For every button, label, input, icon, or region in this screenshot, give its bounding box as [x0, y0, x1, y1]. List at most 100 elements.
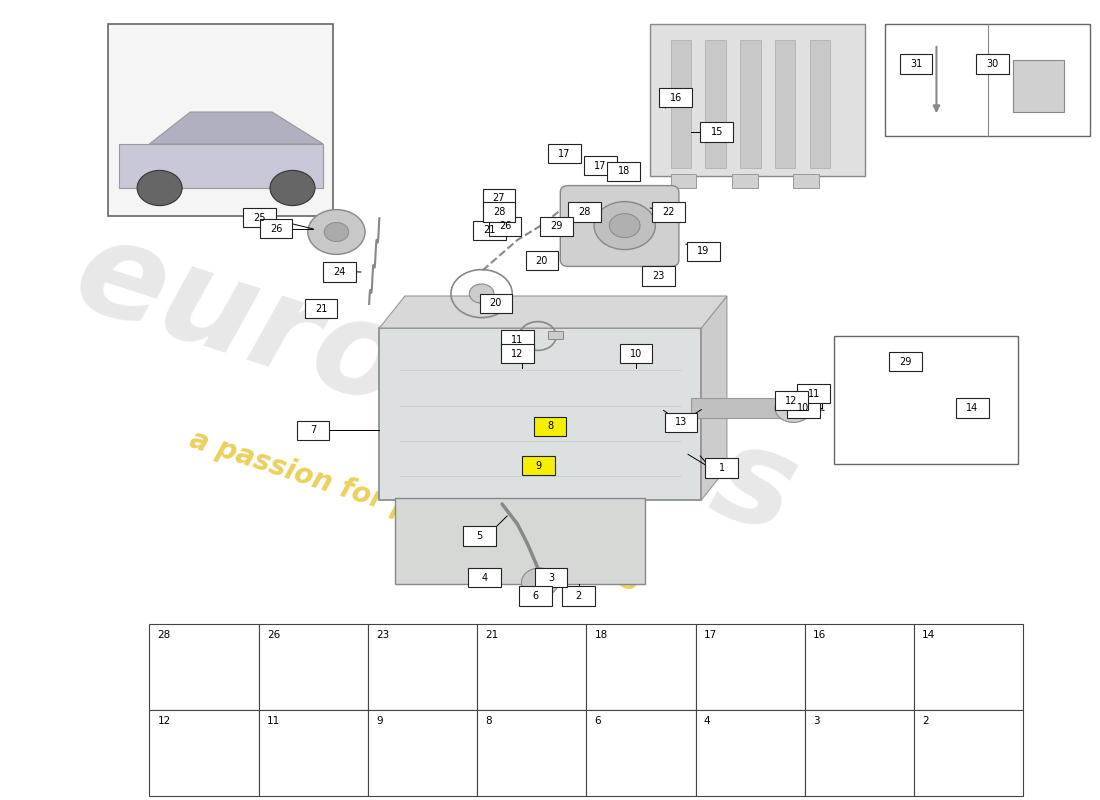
Polygon shape	[379, 296, 727, 328]
Bar	[695, 710, 805, 796]
Bar	[914, 624, 1023, 710]
Text: 18: 18	[594, 630, 608, 640]
Circle shape	[776, 394, 812, 422]
FancyBboxPatch shape	[480, 294, 513, 313]
Bar	[477, 624, 586, 710]
FancyBboxPatch shape	[900, 54, 933, 74]
Circle shape	[324, 222, 349, 242]
Text: 4: 4	[482, 573, 487, 582]
FancyBboxPatch shape	[788, 398, 820, 418]
Bar	[258, 710, 367, 796]
Bar	[367, 710, 477, 796]
Circle shape	[609, 214, 640, 238]
Text: 30: 30	[987, 59, 999, 69]
Text: 4: 4	[704, 717, 711, 726]
Text: 28: 28	[579, 207, 591, 217]
Text: 21: 21	[485, 630, 498, 640]
Text: 13: 13	[674, 418, 688, 427]
FancyBboxPatch shape	[560, 186, 679, 266]
FancyBboxPatch shape	[526, 251, 559, 270]
Text: 11: 11	[512, 335, 524, 345]
Circle shape	[308, 210, 365, 254]
Text: 10: 10	[630, 349, 642, 358]
Text: 7: 7	[310, 426, 316, 435]
Text: euroPares: euroPares	[59, 208, 812, 560]
Circle shape	[138, 170, 183, 206]
Text: 8: 8	[485, 717, 492, 726]
FancyBboxPatch shape	[469, 568, 500, 587]
Text: 11: 11	[267, 717, 280, 726]
Text: 31: 31	[910, 59, 922, 69]
Bar	[119, 144, 323, 188]
Text: 6: 6	[594, 717, 602, 726]
Bar	[548, 331, 563, 339]
FancyBboxPatch shape	[664, 413, 697, 432]
FancyBboxPatch shape	[519, 586, 552, 606]
FancyBboxPatch shape	[548, 144, 581, 163]
FancyBboxPatch shape	[297, 421, 329, 440]
FancyBboxPatch shape	[956, 398, 989, 418]
Bar	[732, 174, 758, 188]
Text: 12: 12	[157, 717, 170, 726]
Bar	[834, 336, 1019, 464]
Bar	[805, 624, 914, 710]
Text: 29: 29	[550, 222, 562, 231]
Bar	[150, 624, 258, 710]
Bar	[258, 624, 367, 710]
Bar	[379, 328, 702, 500]
FancyBboxPatch shape	[463, 526, 496, 546]
Text: 6: 6	[532, 591, 539, 601]
Bar	[776, 40, 795, 168]
Text: 22: 22	[662, 207, 675, 217]
Text: 26: 26	[267, 630, 280, 640]
Bar	[914, 710, 1023, 796]
Text: 28: 28	[493, 207, 505, 217]
FancyBboxPatch shape	[534, 417, 566, 436]
Text: 5: 5	[476, 531, 483, 541]
FancyBboxPatch shape	[798, 384, 830, 403]
FancyBboxPatch shape	[500, 344, 534, 363]
Bar	[671, 174, 696, 188]
Text: 10: 10	[798, 403, 810, 413]
Text: 3: 3	[813, 717, 820, 726]
FancyBboxPatch shape	[642, 266, 674, 286]
FancyBboxPatch shape	[705, 458, 738, 478]
Bar	[367, 624, 477, 710]
Polygon shape	[150, 112, 323, 144]
FancyBboxPatch shape	[688, 242, 719, 261]
FancyBboxPatch shape	[652, 202, 685, 222]
Text: 11: 11	[807, 389, 820, 398]
Text: 23: 23	[376, 630, 389, 640]
Text: 17: 17	[704, 630, 717, 640]
FancyBboxPatch shape	[659, 88, 692, 107]
Text: a passion for parts since 1985: a passion for parts since 1985	[186, 426, 643, 598]
Text: 16: 16	[670, 93, 682, 102]
Text: 2: 2	[575, 591, 582, 601]
Text: 12: 12	[785, 396, 798, 406]
Circle shape	[594, 202, 656, 250]
Bar	[650, 24, 865, 176]
FancyBboxPatch shape	[584, 156, 616, 175]
Text: 29: 29	[900, 357, 912, 366]
FancyBboxPatch shape	[488, 217, 521, 236]
Bar	[1013, 60, 1064, 112]
Circle shape	[470, 284, 494, 303]
FancyBboxPatch shape	[977, 54, 1009, 74]
Bar	[805, 710, 914, 796]
Text: 25: 25	[253, 213, 266, 222]
Bar	[109, 24, 333, 216]
Text: 9: 9	[376, 717, 383, 726]
FancyBboxPatch shape	[619, 344, 652, 363]
FancyBboxPatch shape	[607, 162, 640, 181]
Text: 28: 28	[157, 630, 170, 640]
Text: 26: 26	[499, 222, 512, 231]
Text: 20: 20	[490, 298, 502, 308]
Text: 23: 23	[652, 271, 664, 281]
Bar	[810, 40, 830, 168]
Text: 20: 20	[536, 256, 548, 266]
Text: 19: 19	[697, 246, 710, 256]
FancyBboxPatch shape	[701, 122, 733, 142]
Text: 3: 3	[548, 573, 554, 582]
Text: 21: 21	[484, 226, 496, 235]
FancyBboxPatch shape	[569, 202, 602, 222]
